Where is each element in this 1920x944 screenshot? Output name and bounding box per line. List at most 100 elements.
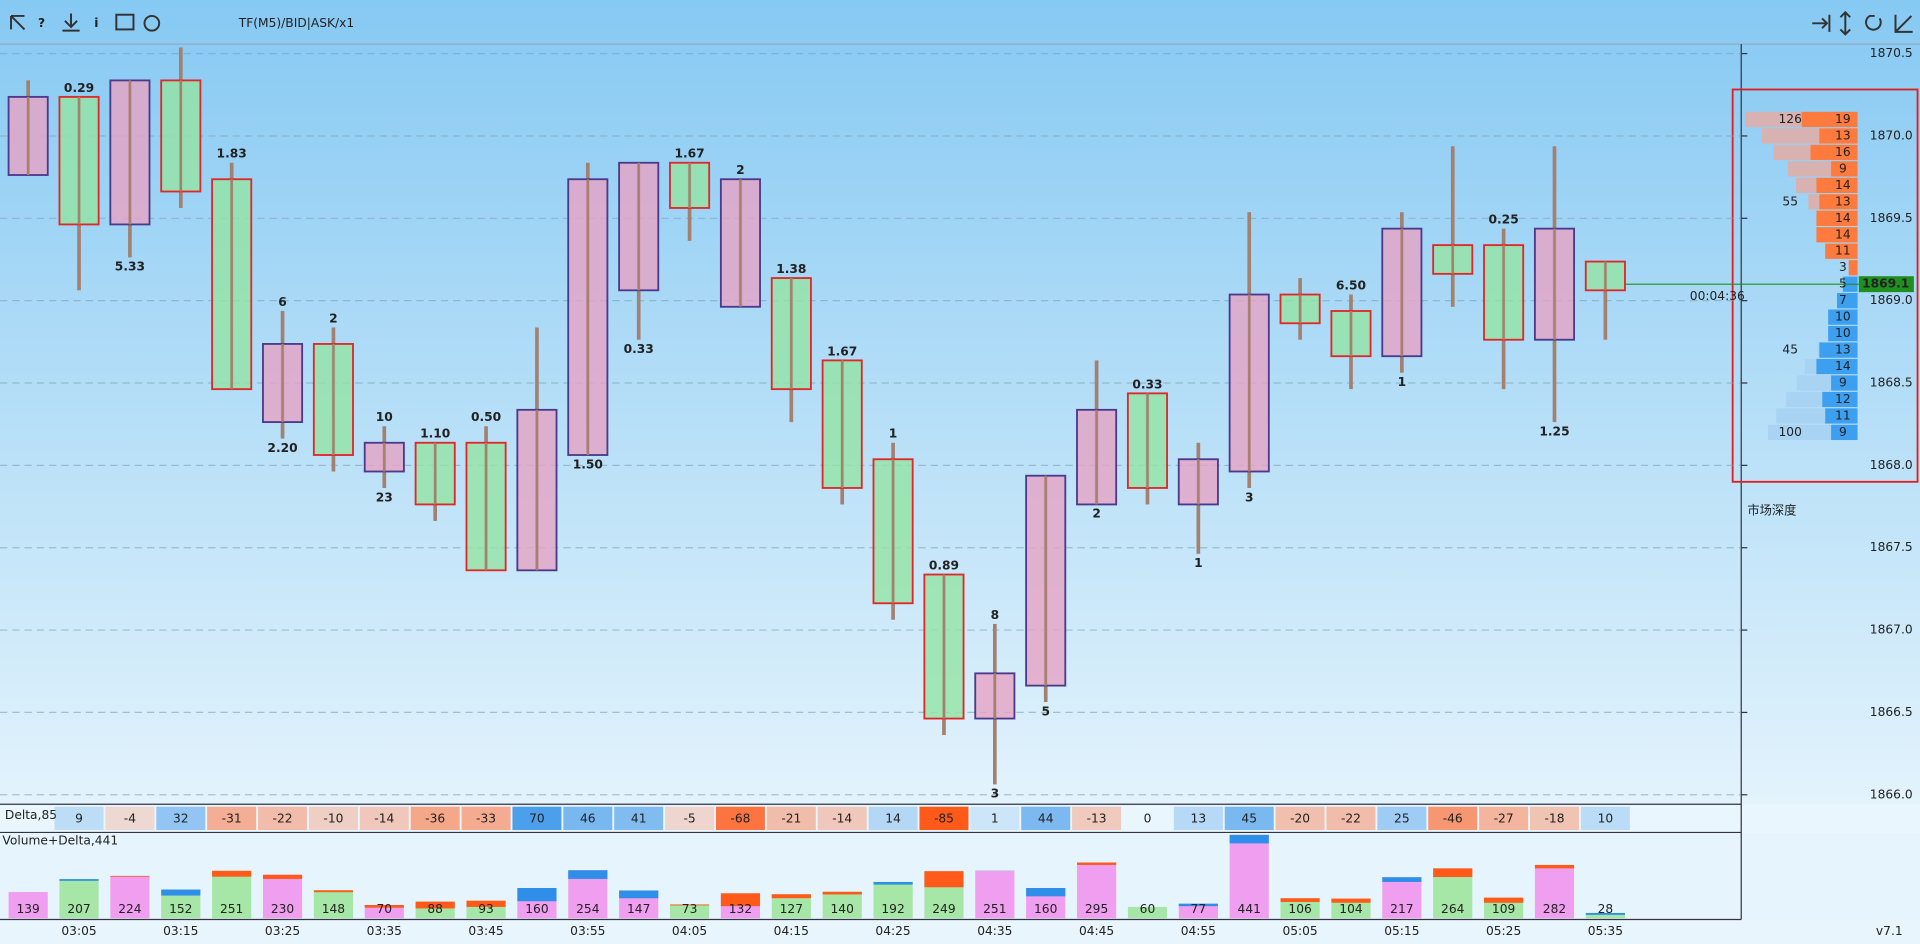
volume-bar — [1585, 912, 1625, 919]
volume-bar — [1484, 897, 1524, 919]
x-tick-label: 04:45 — [1079, 924, 1114, 938]
depth-level-bar — [1825, 243, 1858, 259]
volume-bar — [975, 870, 1015, 919]
candle-bottom-label: 5.33 — [115, 260, 145, 274]
depth-level-label: 12 — [1835, 392, 1851, 406]
delta-cell — [1275, 806, 1325, 830]
volume-label: 60 — [1140, 902, 1156, 916]
delta-label: 46 — [580, 811, 596, 825]
candle-bottom-label: 23 — [376, 490, 393, 504]
volume-label: 192 — [881, 902, 904, 916]
delta-cell — [1021, 806, 1071, 830]
depth-level-bar — [1822, 391, 1858, 408]
x-tick-label: 03:25 — [265, 924, 300, 938]
delta-cell — [1479, 806, 1529, 830]
depth-level-bar — [1828, 309, 1858, 325]
depth-level-bar — [1816, 358, 1858, 375]
toolbar-right — [1812, 10, 1913, 36]
icon-help[interactable]: ? — [38, 16, 45, 30]
delta-label: 41 — [631, 811, 647, 825]
volume-label: 109 — [1492, 902, 1515, 916]
delta-label: -33 — [476, 811, 496, 825]
x-tick-label: 03:05 — [61, 924, 96, 938]
icon-info[interactable]: i — [94, 16, 98, 30]
y-tick-label: 1868.5 — [1870, 376, 1913, 390]
volume-delta-segment — [619, 890, 659, 899]
delta-cell — [1530, 806, 1579, 830]
depth-level-label: 13 — [1835, 128, 1851, 142]
y-tick-label: 1866.0 — [1870, 787, 1913, 801]
delta-cell — [1072, 806, 1122, 830]
icon-reset[interactable] — [1865, 14, 1882, 31]
depth-level-bar — [1819, 342, 1858, 358]
icon-image[interactable] — [115, 13, 135, 31]
candle-top-label: 1.67 — [827, 344, 857, 358]
candle-top-label: 2 — [736, 163, 745, 177]
volume-label: 147 — [627, 902, 650, 916]
volume-delta-segment — [1026, 888, 1066, 897]
x-tick-label: 05:35 — [1588, 924, 1623, 938]
delta-cell — [1173, 806, 1223, 830]
delta-cell — [715, 806, 765, 830]
volume-label: 282 — [1543, 902, 1566, 916]
x-tick-label: 04:05 — [672, 924, 707, 938]
volume-bar — [1280, 898, 1320, 919]
delta-label: 32 — [173, 811, 189, 825]
icon-scroll-end[interactable] — [1812, 14, 1831, 32]
delta-cell — [1377, 806, 1427, 830]
volume-bar — [1127, 906, 1168, 919]
volume-delta-segment — [568, 870, 608, 879]
volume-label: 295 — [1085, 902, 1108, 916]
candle-bottom-label: 1 — [1194, 556, 1203, 570]
delta-label: -14 — [374, 811, 394, 825]
candle-bottom-label: 3 — [1245, 490, 1254, 504]
delta-cell — [868, 806, 918, 830]
candle-top-label: 0.25 — [1489, 213, 1519, 227]
candle-bottom-label: 5 — [1041, 704, 1050, 718]
delta-label: -22 — [273, 811, 293, 825]
volume-delta-segment — [313, 890, 354, 893]
icon-arrow[interactable] — [10, 14, 26, 31]
volume-bar — [1382, 877, 1422, 919]
delta-label: -13 — [1087, 811, 1107, 825]
delta-label: 70 — [529, 811, 545, 825]
volume-label: 441 — [1238, 902, 1261, 916]
volume-label: 217 — [1390, 902, 1413, 916]
icon-settings[interactable] — [143, 14, 161, 32]
volume-label: 140 — [831, 902, 854, 916]
delta-label: 25 — [1394, 811, 1410, 825]
icon-download[interactable] — [62, 13, 80, 32]
delta-label: -22 — [1341, 811, 1361, 825]
volume-bar — [822, 891, 862, 919]
delta-label: -21 — [781, 811, 801, 825]
volume-delta-segment — [59, 879, 99, 881]
depth-level-bar — [1816, 210, 1858, 226]
depth-level-label: 3 — [1839, 260, 1847, 274]
delta-label: -10 — [323, 811, 343, 825]
delta-cell — [105, 806, 155, 830]
icon-collapse[interactable] — [1894, 14, 1913, 33]
volume-delta-segment — [1433, 868, 1473, 878]
volume-delta-segment — [517, 888, 557, 902]
delta-cell — [156, 806, 206, 830]
delta-cell — [1428, 806, 1478, 830]
volume-label: 70 — [377, 902, 393, 916]
volume-delta-segment — [771, 894, 811, 899]
icon-fit[interactable] — [1839, 10, 1851, 36]
volume-label: 104 — [1339, 902, 1363, 916]
x-tick-label: 04:35 — [977, 924, 1012, 938]
candle-top-label: 1.38 — [776, 262, 806, 276]
volume-delta-segment — [212, 870, 252, 877]
volume-bar — [313, 890, 354, 919]
delta-cell — [410, 806, 460, 830]
volume-delta-segment — [1077, 862, 1117, 865]
y-tick-label: 1866.5 — [1870, 705, 1913, 719]
volume-delta-segment — [1382, 877, 1422, 882]
depth-level-label: 9 — [1839, 376, 1847, 390]
candle-top-label: 6 — [278, 295, 287, 309]
candle-bottom-label: 0.33 — [624, 342, 654, 356]
volume-delta-segment — [1280, 898, 1320, 902]
volume-delta-segment — [1585, 912, 1625, 915]
volume-bar — [873, 881, 913, 919]
candle-top-label: 6.50 — [1336, 278, 1366, 292]
